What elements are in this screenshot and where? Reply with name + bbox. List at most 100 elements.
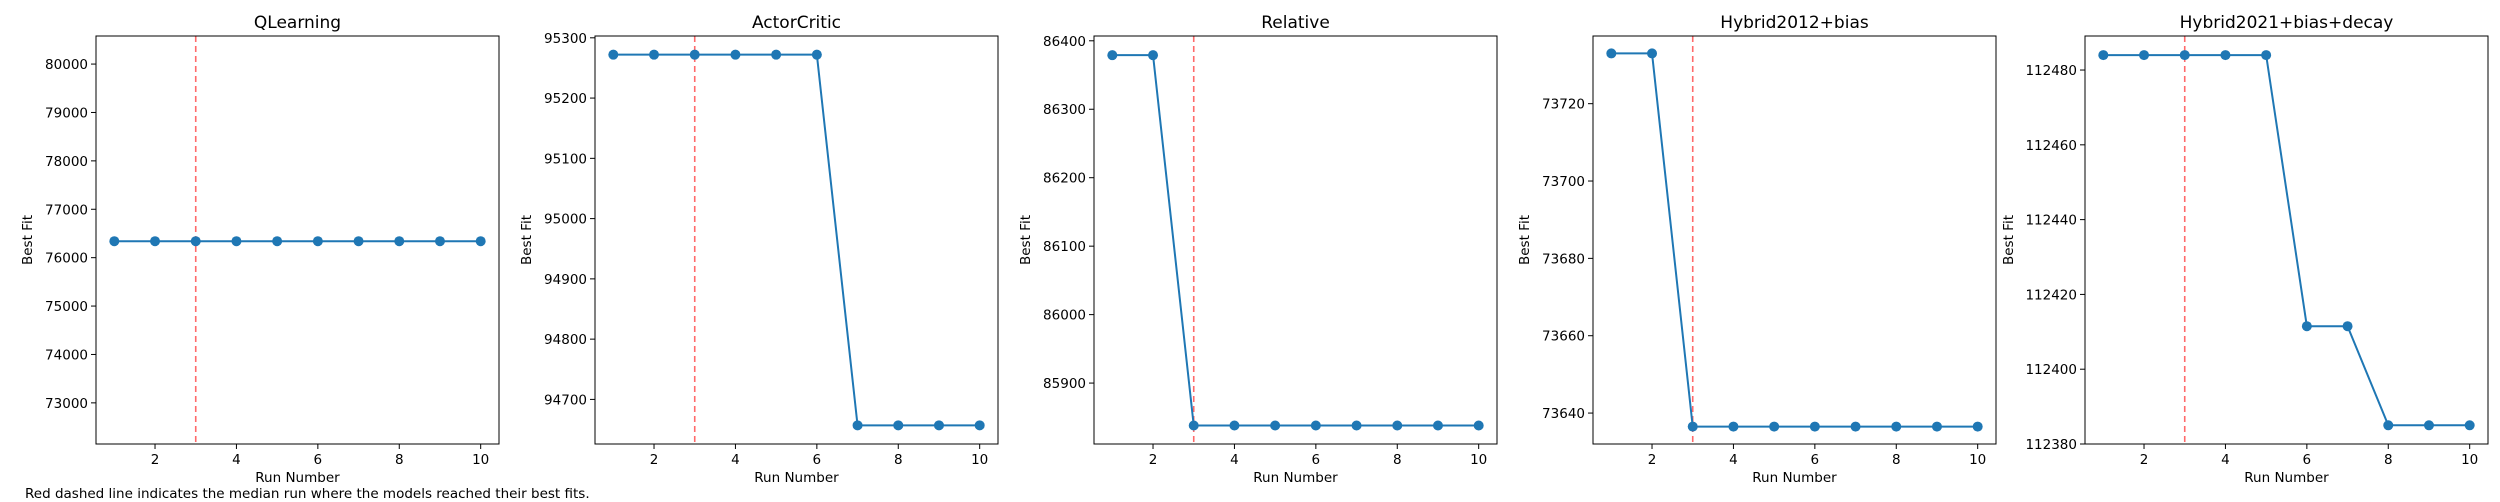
y-tick-label: 86400	[1043, 34, 1086, 50]
x-axis-label: Run Number	[255, 470, 340, 486]
chart-title: Relative	[1261, 13, 1330, 33]
y-tick-label: 112460	[2025, 138, 2077, 154]
x-tick-label: 2	[1149, 452, 1158, 468]
y-tick-label: 95200	[544, 91, 587, 107]
data-point	[2423, 420, 2434, 431]
y-tick-label: 95000	[544, 212, 587, 228]
data-point	[933, 420, 944, 431]
series-line	[2103, 54, 2470, 427]
axes-frame	[594, 35, 999, 445]
x-tick-label: 2	[2140, 452, 2149, 468]
y-tick-label: 86200	[1043, 171, 1086, 187]
data-point	[1270, 420, 1281, 431]
y-tick-label: 95300	[544, 31, 587, 47]
data-point	[2179, 50, 2190, 61]
x-tick-label: 2	[151, 452, 160, 468]
data-point	[1310, 420, 1321, 431]
y-tick-label: 74000	[45, 347, 88, 363]
x-tick-label: 4	[731, 452, 740, 468]
x-axis-label: Run Number	[1752, 470, 1837, 486]
footnote: Red dashed line indicates the median run…	[25, 486, 590, 502]
y-tick-label: 79000	[45, 105, 88, 121]
x-tick-label: 10	[472, 452, 489, 468]
data-point	[1809, 421, 1820, 432]
data-point	[1148, 50, 1159, 61]
y-tick-label: 85900	[1043, 376, 1086, 392]
data-point	[2464, 420, 2475, 431]
x-tick-label: 10	[971, 452, 988, 468]
data-point	[1769, 421, 1780, 432]
data-point	[1972, 421, 1983, 432]
x-tick-label: 2	[650, 452, 659, 468]
y-axis-label: Best Fit	[519, 215, 535, 265]
x-tick-label: 8	[2384, 452, 2393, 468]
data-point	[2139, 50, 2150, 61]
data-point	[608, 49, 619, 60]
x-tick-label: 4	[1729, 452, 1738, 468]
y-tick-label: 94700	[544, 392, 587, 408]
subplot-4: Hybrid2012+bias 2 4 6 8 10 73640 73660 73680 7370…	[1517, 13, 1997, 486]
data-point	[1687, 421, 1698, 432]
x-tick-label: 8	[1892, 452, 1901, 468]
y-axis-label: Best Fit	[1018, 215, 1034, 265]
y-tick-label: 112400	[2025, 362, 2077, 378]
data-point	[1432, 420, 1443, 431]
series-line	[613, 53, 980, 427]
data-point	[811, 49, 822, 60]
data-point	[1473, 420, 1484, 431]
x-tick-label: 4	[232, 452, 241, 468]
y-tick-label: 73720	[1542, 97, 1585, 113]
subplot-5: Hybrid2021+bias+decay 2 4 6 8 10 112380 112400 1…	[2001, 13, 2489, 486]
data-point	[353, 236, 364, 247]
x-tick-label: 8	[894, 452, 903, 468]
data-point	[1850, 421, 1861, 432]
x-tick-label: 6	[1312, 452, 1321, 468]
x-tick-label: 6	[813, 452, 822, 468]
series-line	[1112, 54, 1479, 427]
data-point	[434, 236, 445, 247]
data-point	[1647, 48, 1658, 59]
data-point	[893, 420, 904, 431]
data-point	[312, 236, 323, 247]
y-tick-label: 112420	[2025, 287, 2077, 303]
chart-title: Hybrid2021+bias+decay	[2180, 13, 2394, 33]
y-axis-label: Best Fit	[20, 215, 36, 265]
x-axis-label: Run Number	[754, 470, 839, 486]
data-point	[2383, 420, 2394, 431]
x-tick-label: 8	[1393, 452, 1402, 468]
y-tick-label: 94800	[544, 332, 587, 348]
data-point	[394, 236, 405, 247]
data-point	[1606, 48, 1617, 59]
subplot-1: QLearning 2 4 6 8 10 73000 74000 75000 76000 77000…	[20, 13, 500, 486]
chart-title: ActorCritic	[752, 13, 841, 33]
axes-frame	[2084, 35, 2489, 445]
data-point	[1931, 421, 1942, 432]
y-tick-label: 77000	[45, 202, 88, 218]
y-tick-label: 73640	[1542, 406, 1585, 422]
x-tick-label: 10	[1969, 452, 1986, 468]
y-tick-label: 73660	[1542, 329, 1585, 345]
data-point	[475, 236, 486, 247]
data-point	[1728, 421, 1739, 432]
y-axis-label: Best Fit	[1517, 215, 1533, 265]
data-point	[2261, 50, 2272, 61]
data-point	[730, 49, 741, 60]
chart-title: QLearning	[254, 13, 341, 33]
y-axis-label: Best Fit	[2001, 215, 2017, 265]
subplot-3: Relative 2 4 6 8 10 85900 86000 86100 86200 86300 8…	[1018, 13, 1498, 486]
data-point	[1351, 420, 1362, 431]
data-point	[2098, 50, 2109, 61]
x-tick-label: 6	[1811, 452, 1820, 468]
y-tick-label: 80000	[45, 57, 88, 73]
y-tick-label: 73680	[1542, 251, 1585, 267]
axes-frame	[1592, 35, 1997, 445]
data-point	[272, 236, 283, 247]
data-point	[2342, 321, 2353, 332]
data-point	[852, 420, 863, 431]
data-point	[231, 236, 242, 247]
y-tick-label: 76000	[45, 251, 88, 267]
x-tick-label: 2	[1648, 452, 1657, 468]
y-tick-label: 94900	[544, 272, 587, 288]
x-tick-label: 6	[314, 452, 323, 468]
